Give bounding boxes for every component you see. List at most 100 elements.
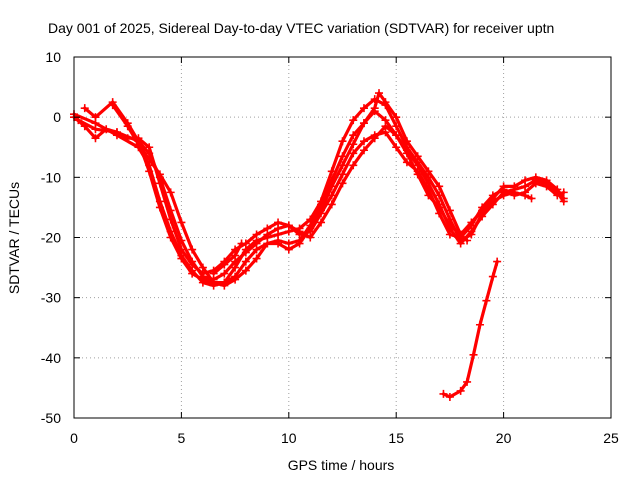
data-point (80, 122, 89, 131)
data-point (467, 218, 476, 227)
data-point (145, 155, 154, 164)
data-point (521, 191, 530, 200)
data-point (439, 389, 448, 398)
data-point (198, 263, 207, 272)
x-tick-label: 10 (281, 430, 297, 446)
data-point (435, 182, 444, 191)
data-point (559, 197, 568, 206)
satellite-trace-6 (212, 241, 244, 276)
data-point (241, 248, 250, 257)
data-point (209, 278, 218, 287)
data-point (359, 119, 368, 128)
data-point (327, 200, 336, 209)
y-tick-label: -30 (41, 290, 61, 306)
data-point (482, 296, 491, 305)
data-point (370, 134, 379, 143)
data-point (145, 143, 154, 152)
data-point (456, 386, 465, 395)
data-point (327, 182, 336, 191)
data-point (155, 203, 164, 212)
satellite-trace-4 (72, 115, 534, 276)
y-tick-label: -50 (41, 410, 61, 426)
data-point (445, 230, 454, 239)
data-point (392, 131, 401, 140)
x-tick-label: 20 (496, 430, 512, 446)
data-point (274, 218, 283, 227)
data-point (402, 158, 411, 167)
data-point (488, 272, 497, 281)
data-point (177, 245, 186, 254)
data-point (123, 122, 132, 131)
data-point (424, 191, 433, 200)
data-point (220, 278, 229, 287)
data-point (559, 188, 568, 197)
data-point (237, 239, 246, 248)
data-point (392, 143, 401, 152)
x-tick-label: 25 (603, 430, 619, 446)
data-point (542, 182, 551, 191)
data-point (123, 134, 132, 143)
data-point (177, 254, 186, 263)
data-point (145, 167, 154, 176)
data-point (263, 239, 272, 248)
data-point (102, 125, 111, 134)
data-point (359, 146, 368, 155)
data-point (435, 203, 444, 212)
data-point (317, 206, 326, 215)
x-tick-label: 5 (178, 430, 186, 446)
x-tick-label: 0 (70, 430, 78, 446)
y-axis-title: SDTVAR / TECUs (6, 182, 22, 294)
data-point (338, 152, 347, 161)
data-point (445, 206, 454, 215)
data-point (241, 257, 250, 266)
data-point (463, 377, 472, 386)
data-point (188, 269, 197, 278)
data-point (252, 245, 261, 254)
data-point (252, 254, 261, 263)
data-point (493, 257, 502, 266)
data-point (499, 191, 508, 200)
data-point (413, 152, 422, 161)
data-point (445, 221, 454, 230)
axis-ticks: 0 5 10 15 20 25 -50 -40 -30 -20 -10 0 10 (41, 49, 619, 446)
data-point (188, 260, 197, 269)
data-point (317, 218, 326, 227)
data-point (349, 149, 358, 158)
data-point (381, 122, 390, 131)
data-point (220, 269, 229, 278)
data-point (338, 161, 347, 170)
data-point (349, 131, 358, 140)
data-point (463, 236, 472, 245)
data-point (413, 170, 422, 179)
data-point (375, 89, 384, 98)
data-point (166, 188, 175, 197)
data-point (188, 245, 197, 254)
satellite-trace-1 (72, 97, 566, 288)
data-point (231, 272, 240, 281)
data-point (381, 98, 390, 107)
data-point (209, 269, 218, 278)
x-axis-title: GPS time / hours (288, 457, 395, 473)
data-series (70, 89, 568, 401)
data-point (134, 140, 143, 149)
data-point (112, 128, 121, 137)
satellite-trace-7 (441, 260, 499, 399)
data-point (338, 137, 347, 146)
data-point (252, 230, 261, 239)
grid (74, 57, 611, 418)
data-point (295, 239, 304, 248)
data-point (510, 188, 519, 197)
data-point (475, 320, 484, 329)
data-point (553, 191, 562, 200)
data-point (155, 179, 164, 188)
data-point (306, 224, 315, 233)
data-point (306, 233, 315, 242)
data-point (402, 137, 411, 146)
data-point (177, 218, 186, 227)
data-point (108, 101, 117, 110)
data-point (241, 266, 250, 275)
data-point (338, 179, 347, 188)
data-point (91, 113, 100, 122)
data-point (231, 251, 240, 260)
